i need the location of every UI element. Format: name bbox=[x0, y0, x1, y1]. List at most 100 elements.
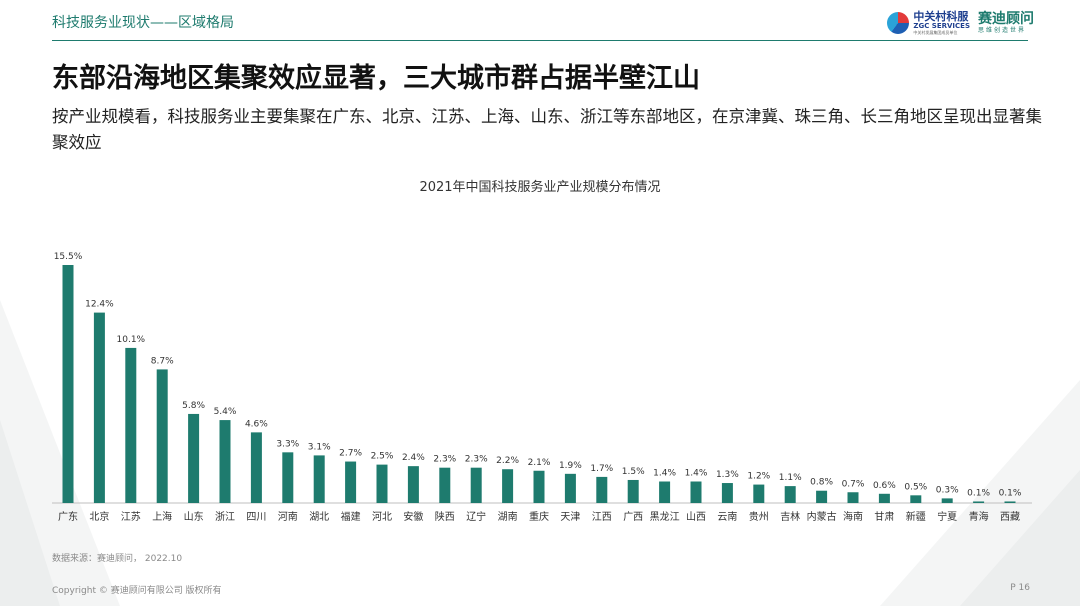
bar-青海 bbox=[973, 501, 985, 503]
data-label-山东: 5.8% bbox=[182, 401, 205, 411]
bar-江苏 bbox=[125, 347, 137, 503]
bar-云南 bbox=[721, 483, 733, 503]
data-label-海南: 0.7% bbox=[842, 479, 865, 489]
bar-江西 bbox=[596, 476, 608, 503]
bar-四川 bbox=[250, 432, 262, 503]
bar-河南 bbox=[282, 452, 294, 503]
bar-福建 bbox=[345, 461, 357, 503]
data-label-福建: 2.7% bbox=[339, 449, 362, 459]
bar-陕西 bbox=[439, 467, 451, 503]
bar-湖北 bbox=[313, 455, 325, 503]
chart-title: 2021年中国科技服务业产业规模分布情况 bbox=[419, 180, 661, 195]
data-label-江苏: 10.1% bbox=[117, 335, 146, 345]
category-label-浙江: 浙江 bbox=[215, 511, 235, 523]
category-label-云南: 云南 bbox=[717, 510, 737, 523]
bar-chart: 15.5% 广东 12.4% 北京 10.1% 江苏 8.7% 上海 5.8% 山东 5.4% 浙江 4… bbox=[52, 252, 1032, 523]
bar-重庆 bbox=[533, 470, 545, 503]
bar-山东 bbox=[188, 413, 200, 503]
data-label-陕西: 2.3% bbox=[433, 455, 456, 465]
category-label-青海: 青海 bbox=[969, 510, 989, 523]
data-label-河北: 2.5% bbox=[371, 452, 394, 462]
bar-安徽 bbox=[407, 466, 419, 503]
data-label-宁夏: 0.3% bbox=[936, 485, 959, 495]
bar-河北 bbox=[376, 464, 388, 503]
category-label-湖南: 湖南 bbox=[498, 510, 518, 523]
category-label-宁夏: 宁夏 bbox=[937, 510, 957, 523]
ccid-logo: 赛迪顾问 思维创造世界 bbox=[978, 12, 1034, 34]
data-label-贵州: 1.2% bbox=[747, 472, 770, 482]
data-label-西藏: 0.1% bbox=[999, 488, 1022, 498]
category-label-山西: 山西 bbox=[686, 511, 706, 523]
category-label-广西: 广西 bbox=[623, 511, 643, 523]
category-label-内蒙古: 内蒙古 bbox=[807, 510, 837, 523]
bar-辽宁 bbox=[470, 467, 482, 503]
data-label-重庆: 2.1% bbox=[528, 458, 551, 468]
category-label-辽宁: 辽宁 bbox=[466, 510, 486, 523]
data-label-云南: 1.3% bbox=[716, 470, 739, 480]
data-label-辽宁: 2.3% bbox=[465, 455, 488, 465]
data-label-广东: 15.5% bbox=[54, 252, 83, 262]
category-label-甘肃: 甘肃 bbox=[874, 510, 894, 523]
category-label-广东: 广东 bbox=[58, 510, 78, 523]
bar-贵州 bbox=[753, 484, 765, 503]
data-label-四川: 4.6% bbox=[245, 419, 268, 429]
data-label-河南: 3.3% bbox=[276, 439, 299, 449]
bar-浙江 bbox=[219, 420, 231, 503]
category-label-河北: 河北 bbox=[372, 511, 392, 523]
data-label-甘肃: 0.6% bbox=[873, 481, 896, 491]
category-label-湖北: 湖北 bbox=[309, 511, 329, 523]
data-label-湖南: 2.2% bbox=[496, 456, 519, 466]
bar-天津 bbox=[564, 473, 576, 503]
data-label-吉林: 1.1% bbox=[779, 473, 802, 483]
bar-山西 bbox=[690, 481, 702, 503]
category-label-福建: 福建 bbox=[341, 510, 361, 523]
zgc-logo-name: 中关村科服 bbox=[913, 10, 969, 23]
page-title: 东部沿海地区集聚效应显著，三大城市群占据半壁江山 bbox=[52, 63, 700, 94]
footer-copyright: Copyright © 赛迪顾问有限公司 版权所有 bbox=[52, 586, 222, 596]
data-label-黑龙江: 1.4% bbox=[653, 469, 676, 479]
bar-广东 bbox=[62, 265, 74, 503]
category-label-新疆: 新疆 bbox=[906, 510, 926, 523]
data-label-湖北: 3.1% bbox=[308, 442, 331, 452]
ccid-logo-tagline: 思维创造世界 bbox=[978, 27, 1027, 34]
bar-内蒙古 bbox=[816, 490, 828, 503]
zgc-logo-tagline: 中关村发展集团成员单位 bbox=[913, 30, 958, 35]
bar-宁夏 bbox=[941, 498, 953, 503]
data-label-山西: 1.4% bbox=[685, 469, 708, 479]
data-label-浙江: 5.4% bbox=[214, 407, 237, 417]
data-label-广西: 1.5% bbox=[622, 467, 645, 477]
category-label-西藏: 西藏 bbox=[1000, 511, 1020, 523]
bar-西藏 bbox=[1004, 501, 1016, 503]
category-label-海南: 海南 bbox=[843, 510, 863, 523]
bar-甘肃 bbox=[878, 493, 890, 503]
bar-湖南 bbox=[502, 469, 514, 503]
logo-group: 中关村科服 ZGC SERVICES 中关村发展集团成员单位 赛迪顾问 思维创造… bbox=[887, 8, 1034, 38]
section-label: 科技服务业现状——区域格局 bbox=[52, 15, 234, 31]
category-label-山东: 山东 bbox=[184, 510, 204, 523]
data-label-北京: 12.4% bbox=[85, 300, 114, 310]
bar-广西 bbox=[627, 479, 639, 503]
bar-海南 bbox=[847, 492, 859, 503]
category-label-四川: 四川 bbox=[246, 512, 266, 523]
category-label-北京: 北京 bbox=[89, 510, 109, 523]
data-label-新疆: 0.5% bbox=[904, 482, 927, 492]
data-label-天津: 1.9% bbox=[559, 461, 582, 471]
bar-吉林 bbox=[784, 486, 796, 503]
bar-黑龙江 bbox=[659, 481, 671, 503]
category-label-黑龙江: 黑龙江 bbox=[650, 510, 680, 523]
zgc-logo-english: ZGC SERVICES bbox=[913, 22, 970, 30]
category-label-吉林: 吉林 bbox=[780, 510, 800, 523]
data-label-安徽: 2.4% bbox=[402, 453, 425, 463]
category-label-江苏: 江苏 bbox=[121, 510, 141, 523]
category-label-安徽: 安徽 bbox=[403, 510, 423, 523]
bar-北京 bbox=[93, 312, 105, 503]
header-divider bbox=[52, 40, 1028, 41]
category-label-陕西: 陕西 bbox=[435, 510, 455, 523]
category-label-江西: 江西 bbox=[592, 511, 612, 523]
data-label-青海: 0.1% bbox=[967, 488, 990, 498]
data-label-上海: 8.7% bbox=[151, 356, 174, 366]
zgc-logo-mark bbox=[887, 12, 910, 34]
data-label-江西: 1.7% bbox=[590, 464, 613, 474]
category-label-河南: 河南 bbox=[278, 510, 298, 523]
